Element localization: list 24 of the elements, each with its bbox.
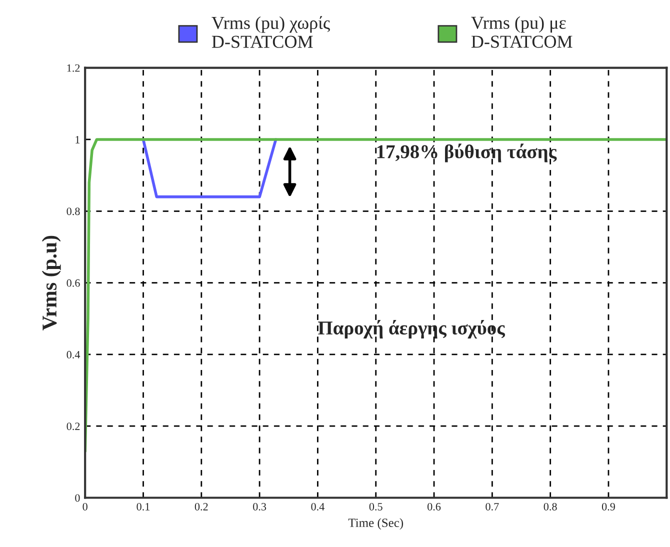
x-tick-label: 0.5: [369, 502, 382, 510]
x-tick-label: 0.3: [253, 502, 266, 510]
x-axis-title: Time (Sec): [348, 518, 404, 530]
y-tick-label: 0.8: [66, 208, 80, 216]
x-tick-label: 0.1: [136, 502, 150, 510]
y-tick-label: 0.2: [66, 422, 80, 430]
x-tick-label: 0.4: [311, 502, 324, 510]
legend-label: Vrms (pu) χωρίς D-STATCOM: [212, 16, 330, 48]
x-tick-label: 0.9: [602, 502, 615, 510]
x-tick-label: 0.7: [486, 502, 499, 510]
x-tick-label: 0.8: [544, 502, 557, 510]
y-tick-label: 1: [76, 136, 80, 144]
x-tick-label: 0: [82, 502, 88, 510]
y-tick-label: 0.4: [66, 350, 80, 358]
x-tick-label: 0.2: [194, 502, 208, 510]
y-tick-label: 0.6: [66, 279, 80, 287]
y-tick-label: 0: [75, 494, 80, 502]
legend-label: Vrms (pu) με D-STATCOM: [471, 16, 572, 48]
y-tick-label: 1.2: [67, 64, 80, 72]
line-series: [85, 138, 667, 453]
x-tick-label: 0.6: [428, 502, 441, 510]
y-axis-title: Vrms (p.u): [42, 236, 61, 330]
annotation: 17,98% βύθιση τάσης: [377, 144, 557, 162]
annotation: Παροχή άεργης ισχύος: [318, 320, 506, 339]
